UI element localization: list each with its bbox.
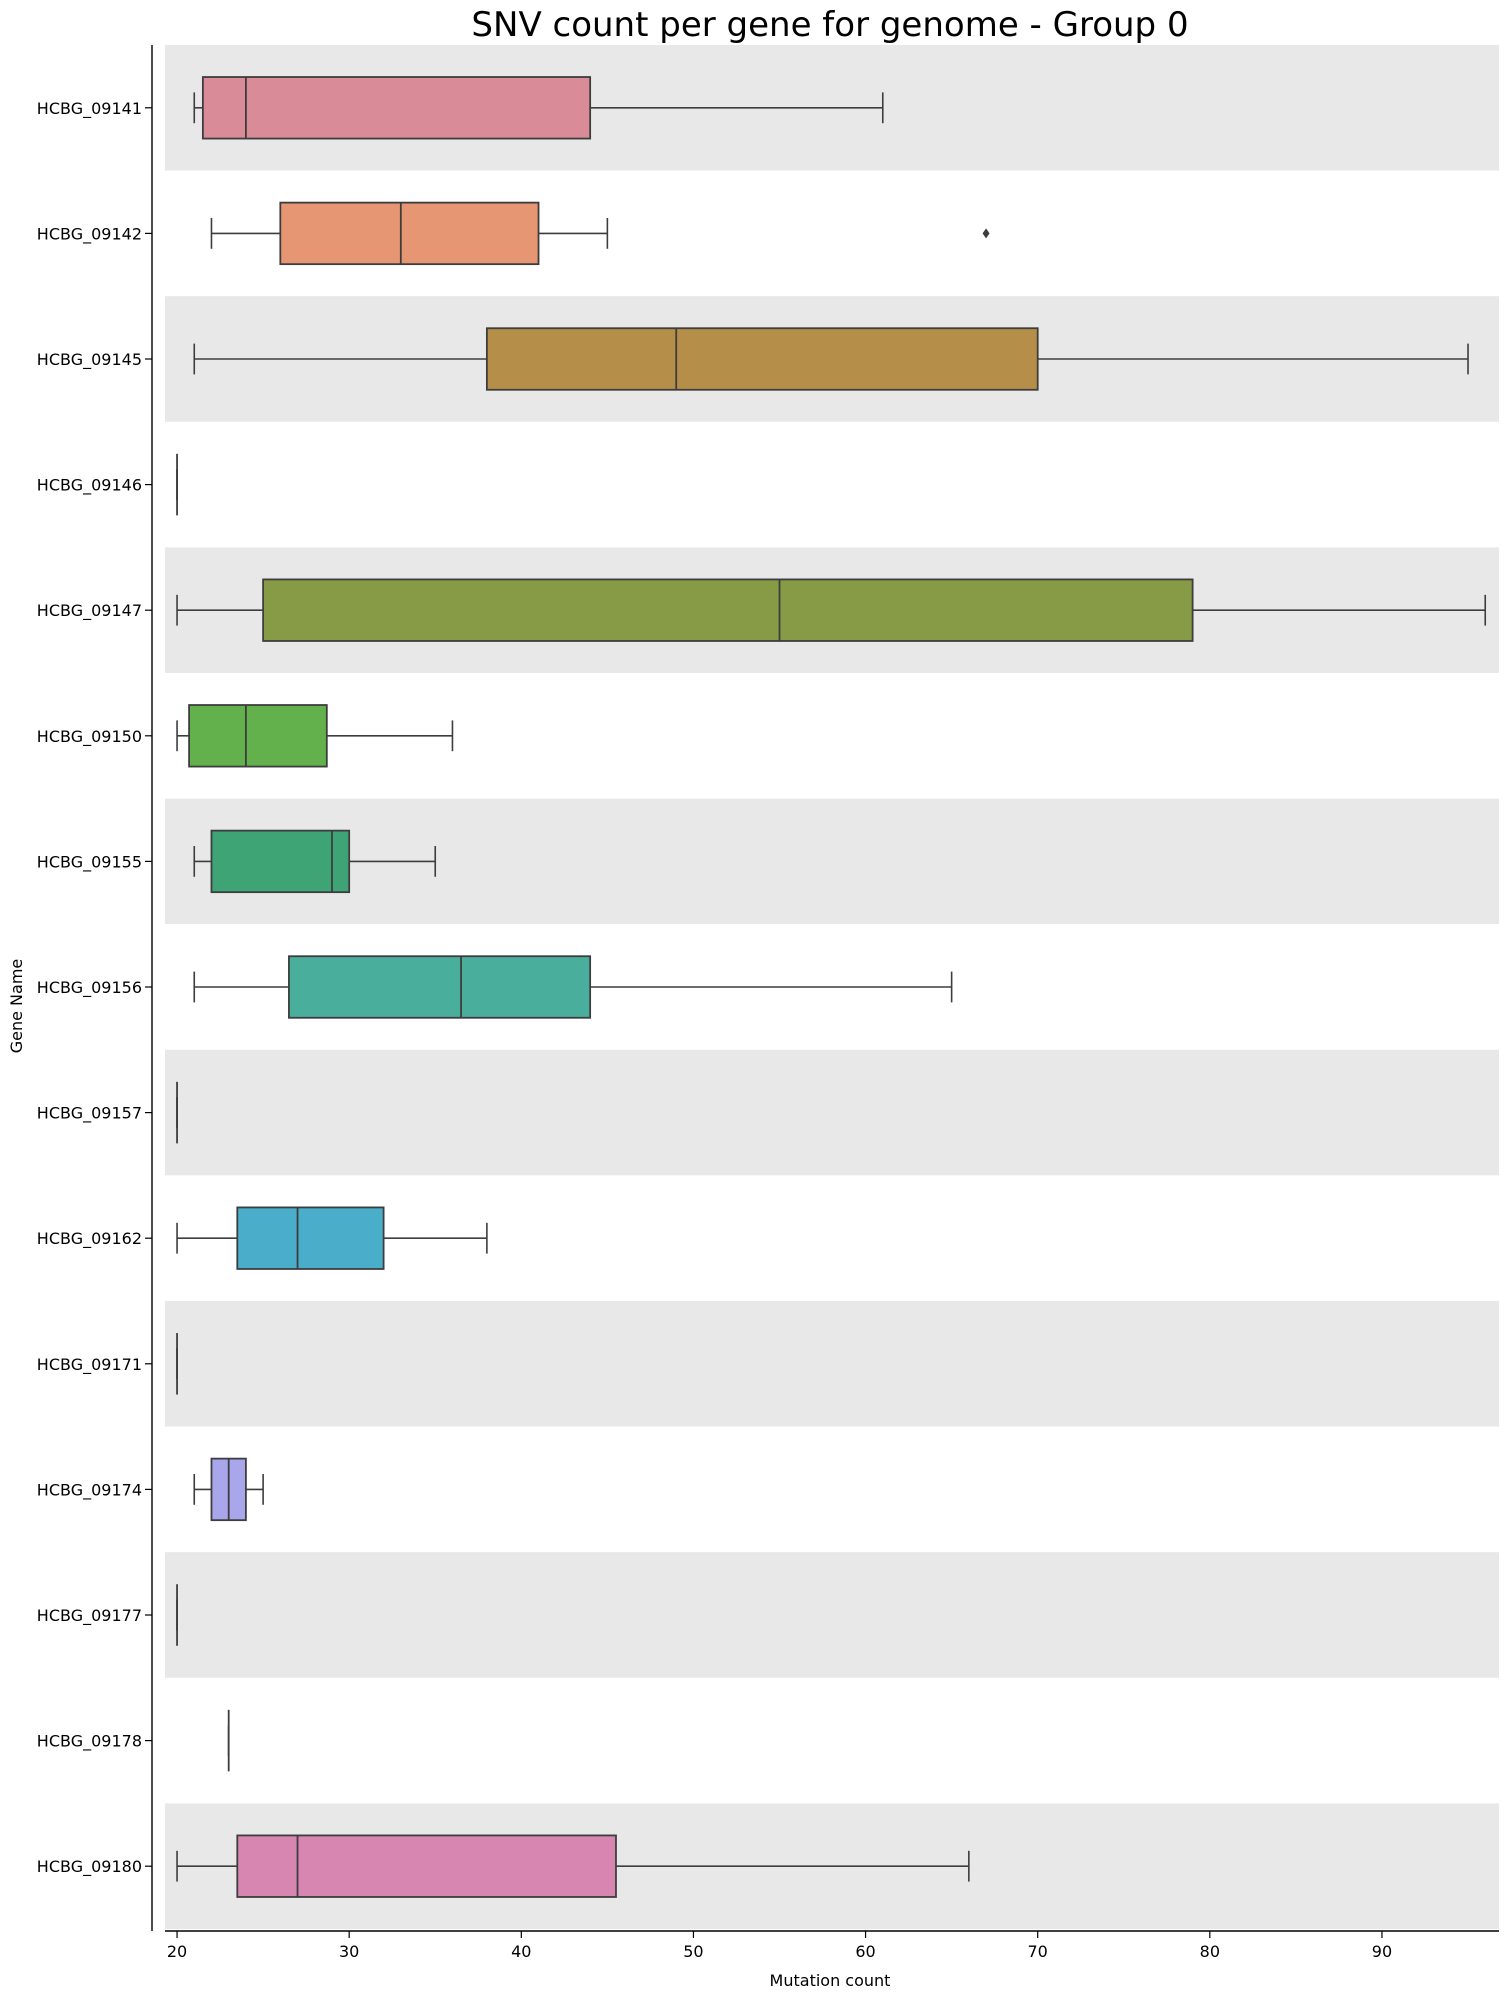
- y-tick-label: HCBG_09150: [37, 727, 142, 747]
- box-hcbg-09174: [193, 1457, 264, 1522]
- y-tick-label: HCBG_09141: [37, 99, 142, 119]
- iqr-box: [188, 704, 328, 768]
- box-hcbg-09162: [176, 1206, 488, 1270]
- x-axis: 20 30 40 50 60 70 80 90: [165, 1930, 1499, 1961]
- box-series: [176, 76, 1487, 1898]
- y-axis-label: Gene Name: [7, 959, 26, 1054]
- x-tick-label: 60: [855, 1942, 875, 1961]
- y-tick-label: HCBG_09147: [37, 601, 142, 621]
- box-hcbg-09145: [193, 327, 1469, 391]
- y-tick-label: HCBG_09146: [37, 476, 142, 496]
- x-tick-label: 40: [511, 1942, 531, 1961]
- iqr-box: [279, 201, 540, 266]
- box-hcbg-09155: [193, 829, 437, 894]
- y-tick-label: HCBG_09156: [37, 978, 142, 998]
- category-band: [165, 1301, 1499, 1427]
- x-tick-label: 70: [1028, 1942, 1048, 1961]
- y-tick-label: HCBG_09171: [37, 1355, 142, 1375]
- category-band: [165, 421, 1499, 548]
- y-axis: HCBG_09141 HCBG_09142 HCBG_09145 HCBG_09146…: [37, 45, 153, 1931]
- x-tick-label: 50: [683, 1942, 703, 1961]
- box-hcbg-09150: [176, 704, 454, 768]
- category-band: [165, 1049, 1499, 1176]
- iqr-box: [288, 955, 592, 1019]
- x-tick-label: 90: [1372, 1942, 1392, 1961]
- y-tick-label: HCBG_09155: [37, 852, 142, 872]
- x-tick-label: 30: [339, 1942, 359, 1961]
- y-tick-label: HCBG_09177: [37, 1606, 142, 1626]
- iqr-box: [210, 829, 351, 894]
- iqr-box: [201, 76, 592, 140]
- iqr-box: [262, 578, 1194, 642]
- y-tick-label: HCBG_09142: [37, 224, 142, 244]
- iqr-box: [485, 327, 1039, 391]
- y-tick-label: HCBG_09178: [37, 1732, 142, 1752]
- y-tick-label: HCBG_09145: [37, 350, 142, 370]
- y-tick-label: HCBG_09174: [37, 1480, 142, 1500]
- box-hcbg-09141: [193, 76, 884, 140]
- y-tick-label: HCBG_09157: [37, 1104, 142, 1124]
- y-tick-label: HCBG_09180: [37, 1857, 142, 1877]
- category-band: [165, 1677, 1499, 1804]
- x-tick-label: 20: [167, 1942, 187, 1961]
- x-tick-label: 80: [1200, 1942, 1220, 1961]
- box-hcbg-09180: [176, 1834, 970, 1898]
- y-tick-label: HCBG_09162: [37, 1229, 142, 1249]
- box-hcbg-09142: [210, 201, 990, 266]
- chart-title: SNV count per gene for genome - Group 0: [471, 5, 1188, 45]
- x-axis-label: Mutation count: [770, 1971, 891, 1990]
- box-hcbg-09147: [176, 578, 1487, 642]
- category-band: [165, 1426, 1499, 1553]
- iqr-box: [236, 1206, 385, 1270]
- outlier-point: [982, 228, 990, 239]
- category-band: [165, 1552, 1499, 1678]
- box-hcbg-09156: [193, 955, 953, 1019]
- iqr-box: [236, 1834, 617, 1898]
